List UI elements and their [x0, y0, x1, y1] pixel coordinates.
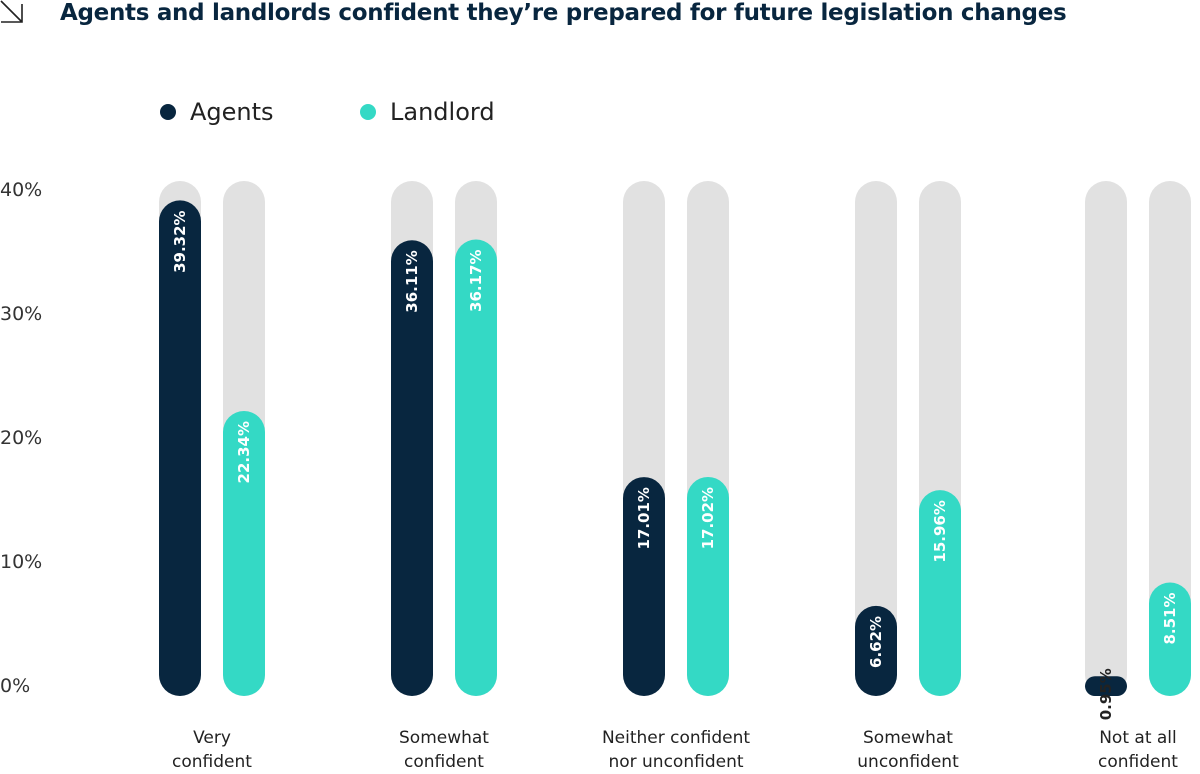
landlord-dot-icon: [360, 104, 376, 120]
category-label-line: Very: [193, 728, 231, 748]
data-label: 0.95%: [1097, 668, 1115, 720]
category-label-line: unconfident: [857, 752, 959, 772]
agents-bar: [391, 240, 433, 696]
landlord-bar: [223, 410, 265, 696]
agents-bar: [159, 200, 201, 696]
data-label: 17.02%: [699, 487, 717, 549]
category-label-line: nor unconfident: [608, 752, 744, 772]
diagonal-arrow-icon: [0, 0, 23, 23]
y-tick-label: 30%: [0, 303, 42, 325]
landlord-bar: [687, 476, 729, 696]
category-label-line: confident: [172, 752, 252, 772]
agents-bar: [855, 605, 897, 696]
data-label: 22.34%: [235, 421, 253, 483]
category-label-line: Neither confident: [601, 728, 751, 748]
y-tick-label: 10%: [0, 551, 42, 573]
category-label-line: confident: [1098, 752, 1178, 772]
category-label: Very confident: [112, 726, 312, 774]
agents-bar: [623, 477, 665, 696]
data-label: 39.32%: [171, 210, 189, 272]
landlord-bar: [919, 490, 961, 696]
category-label: Not at all confident: [1038, 726, 1200, 774]
data-label: 17.01%: [635, 487, 653, 549]
chart-title: Agents and landlords confident they’re p…: [60, 0, 1067, 26]
data-label: 36.11%: [403, 250, 421, 312]
y-tick-label: 40%: [0, 179, 42, 201]
category-label-line: Somewhat: [863, 728, 953, 748]
y-tick-label: 0%: [0, 675, 30, 697]
category-label-line: Not at all: [1099, 728, 1177, 748]
landlord-bar: [455, 239, 497, 696]
bar-track: [855, 181, 897, 696]
legend-item-agents: Agents: [160, 98, 274, 126]
agents-bar: [1085, 676, 1127, 696]
category-label-line: Somewhat: [399, 728, 489, 748]
category-label: Somewhat confident: [344, 726, 544, 774]
legend-label: Agents: [190, 98, 274, 126]
agents-dot-icon: [160, 104, 176, 120]
legend-item-landlord: Landlord: [360, 98, 495, 126]
category-label: Neither confident nor unconfident: [576, 726, 776, 774]
data-label: 8.51%: [1161, 592, 1179, 644]
landlord-bar: [1149, 582, 1191, 696]
category-label: Somewhat unconfident: [808, 726, 1008, 774]
data-label: 6.62%: [867, 616, 885, 668]
y-tick-label: 20%: [0, 427, 42, 449]
bar-track: [1085, 181, 1127, 696]
legend-label: Landlord: [390, 98, 495, 126]
data-label: 36.17%: [467, 249, 485, 311]
category-label-line: confident: [404, 752, 484, 772]
data-label: 15.96%: [931, 500, 949, 562]
bar-track: [1149, 181, 1191, 696]
